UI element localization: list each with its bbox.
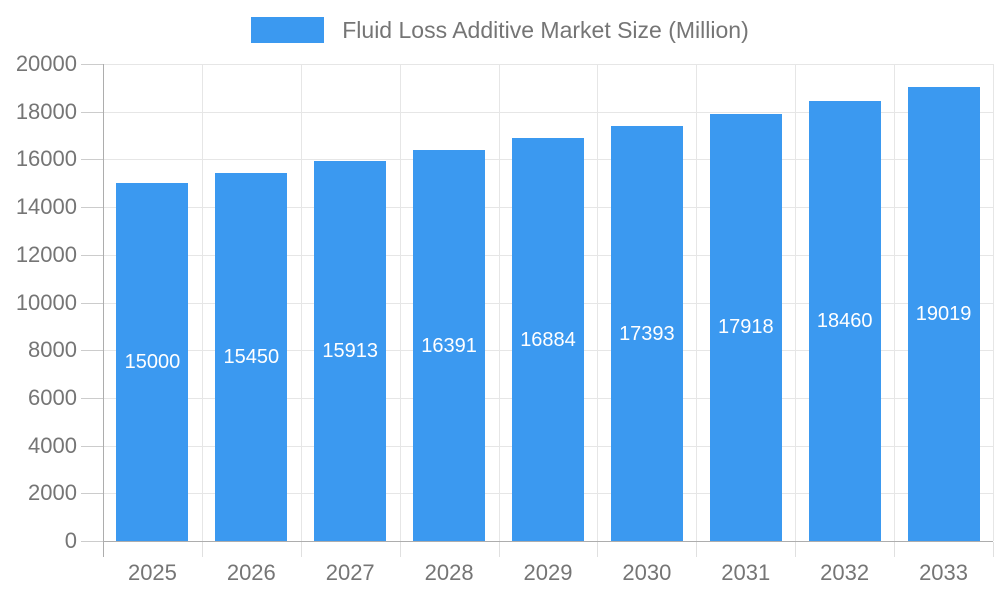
y-axis-tick	[81, 64, 103, 65]
x-axis-tick	[499, 542, 500, 557]
y-axis-tick	[81, 541, 103, 542]
chart-legend[interactable]: Fluid Loss Additive Market Size (Million…	[0, 17, 1000, 43]
y-axis-tick	[81, 254, 103, 256]
y-axis-label-16000: 16000	[15, 146, 77, 172]
bar-2031[interactable]: 17918	[709, 113, 782, 541]
y-axis-tick	[81, 111, 103, 113]
y-axis-label-12000: 12000	[15, 241, 77, 267]
bar-value-label: 18460	[816, 309, 873, 332]
x-axis-tick	[993, 542, 994, 557]
y-axis-label-20000: 20000	[15, 51, 77, 76]
y-axis-label-18000: 18000	[15, 98, 77, 124]
bar-value-label: 15913	[322, 340, 379, 363]
x-axis-tick	[103, 542, 104, 557]
bar-value-label: 17393	[619, 322, 675, 345]
gridline-vertical	[894, 64, 895, 541]
x-axis-tick	[597, 542, 598, 557]
x-axis-label-2029: 2029	[523, 560, 573, 585]
y-axis-line	[103, 64, 104, 556]
x-axis-label-2030: 2030	[622, 560, 672, 585]
gridline-vertical	[993, 64, 994, 541]
y-axis-tick	[81, 445, 103, 447]
gridline-vertical	[499, 64, 500, 541]
x-axis-label-2026: 2026	[226, 560, 276, 585]
bar-2028[interactable]: 16391	[413, 150, 486, 541]
x-axis-label-2031: 2031	[721, 560, 771, 585]
x-axis-label-2027: 2027	[325, 560, 375, 585]
y-axis-label-0: 0	[64, 528, 77, 553]
gridline-vertical	[696, 64, 697, 541]
x-axis-tick	[696, 542, 697, 557]
bar-value-label: 15450	[223, 345, 280, 368]
bar-value-label: 16391	[421, 334, 477, 357]
x-axis-tick	[795, 542, 796, 557]
y-axis-tick	[81, 159, 103, 161]
bar-2033[interactable]: 19019	[907, 87, 980, 541]
bar-value-label: 15000	[124, 351, 181, 374]
y-axis-tick	[81, 397, 103, 399]
x-axis-tick	[894, 542, 895, 557]
x-axis-tick	[301, 542, 302, 557]
gridline-vertical	[202, 64, 203, 541]
y-axis-tick	[81, 207, 103, 209]
x-axis-label-2025: 2025	[127, 560, 177, 585]
legend-label: Fluid Loss Additive Market Size (Million…	[342, 17, 749, 43]
y-axis-label-10000: 10000	[15, 289, 77, 315]
y-axis-label-6000: 6000	[28, 384, 77, 410]
gridline-horizontal	[103, 64, 993, 65]
x-axis-label-2033: 2033	[919, 560, 969, 585]
bar-value-label: 19019	[915, 303, 972, 326]
gridline-vertical	[301, 64, 302, 541]
gridline-vertical	[597, 64, 598, 541]
y-axis-label-8000: 8000	[28, 337, 77, 363]
gridline-horizontal	[103, 111, 993, 113]
y-axis-label-2000: 2000	[28, 480, 77, 506]
x-axis-tick	[400, 542, 401, 557]
y-axis-tick	[81, 493, 103, 495]
y-axis-label-14000: 14000	[15, 194, 77, 220]
y-axis-label-4000: 4000	[28, 432, 77, 458]
bar-2026[interactable]: 15450	[215, 172, 288, 541]
x-axis-label-2032: 2032	[820, 560, 870, 585]
bar-2029[interactable]: 16884	[512, 138, 584, 541]
x-axis-tick	[202, 542, 203, 557]
gridline-vertical	[400, 64, 401, 541]
plot-area: 15000 15450 15913 16391 16884 17393 17918 18460…	[103, 64, 994, 541]
bar-2030[interactable]: 17393	[610, 126, 683, 541]
bar-2032[interactable]: 18460	[808, 100, 881, 541]
legend-swatch	[251, 17, 325, 43]
y-axis-tick	[81, 350, 103, 352]
x-axis-line	[103, 541, 993, 542]
gridline-vertical	[795, 64, 796, 541]
bar-2025[interactable]: 15000	[116, 183, 189, 541]
bar-value-label: 16884	[520, 328, 576, 351]
bar-value-label: 17918	[717, 316, 774, 339]
bar-2027[interactable]: 15913	[314, 161, 387, 541]
x-axis-label-2028: 2028	[424, 560, 474, 585]
y-axis-tick	[81, 302, 103, 304]
